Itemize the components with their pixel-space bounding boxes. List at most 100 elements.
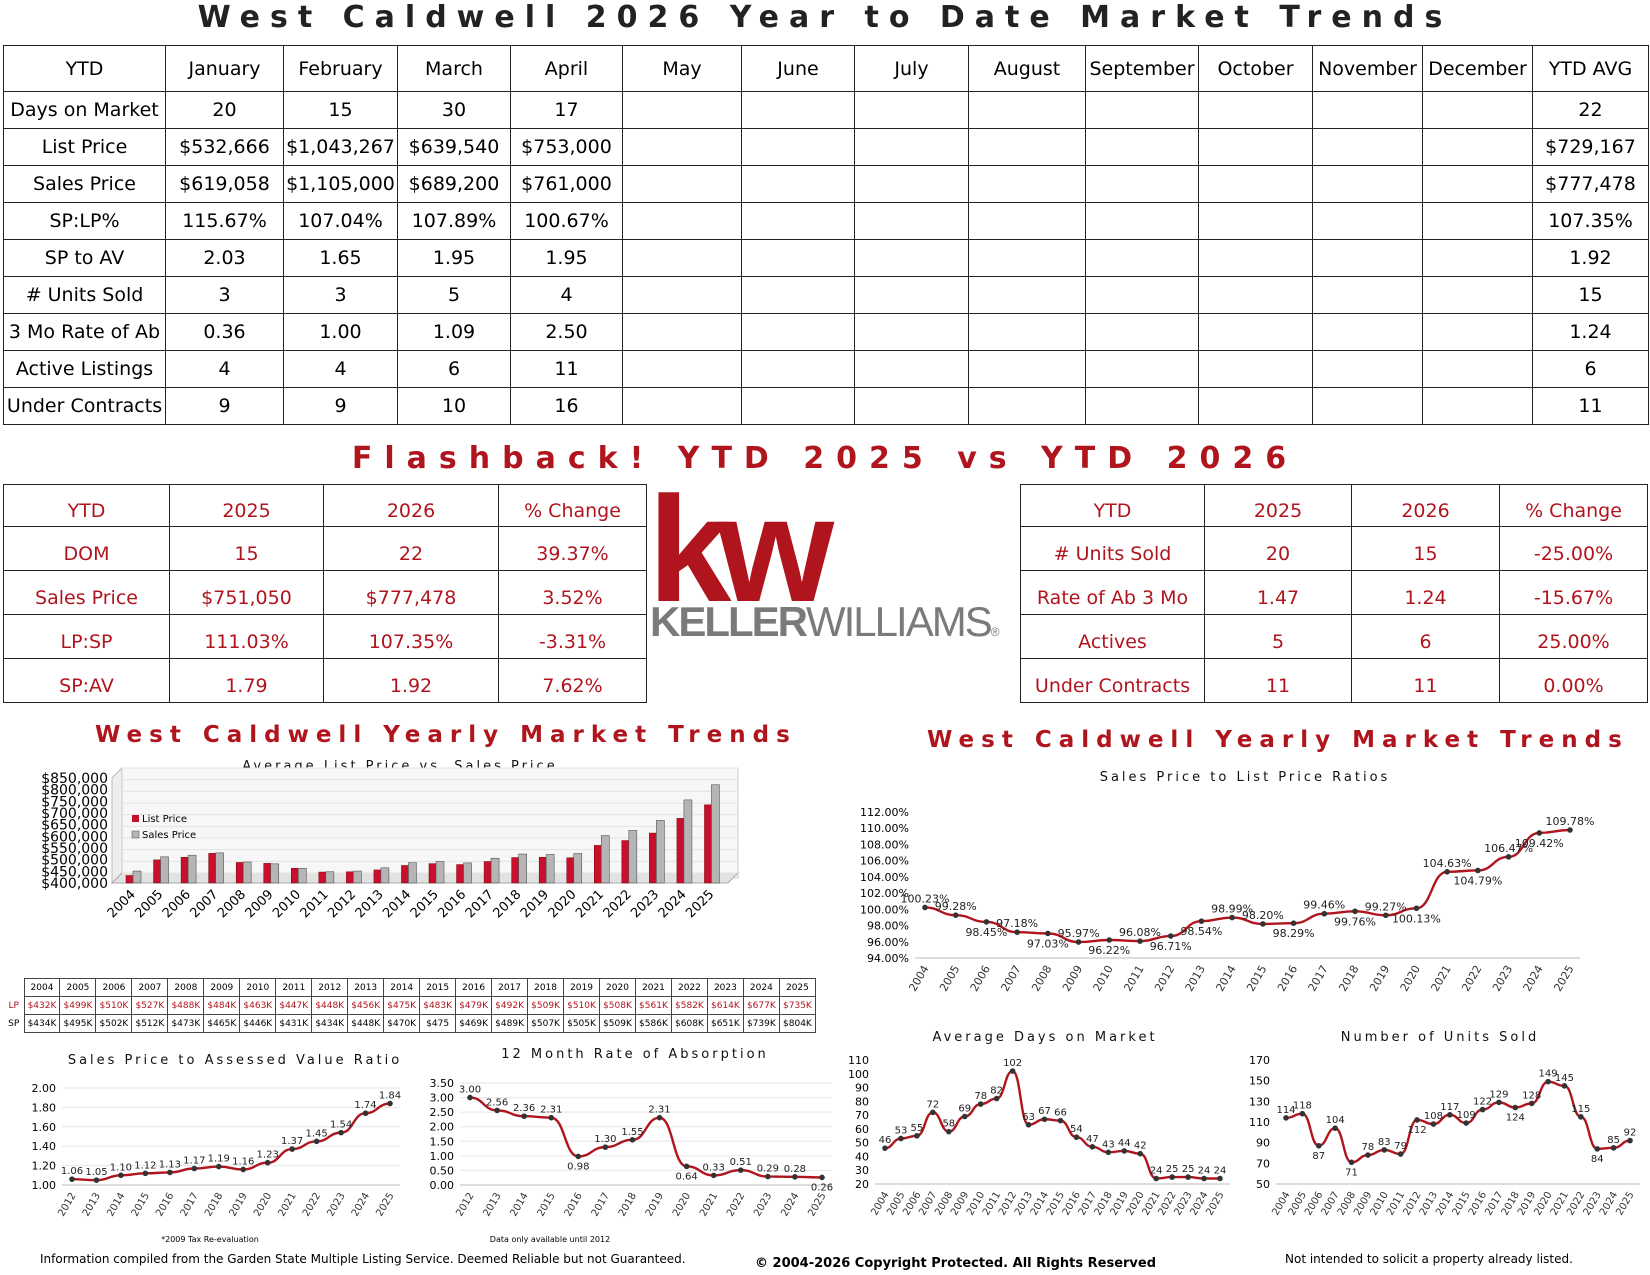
x-tick-label: 2019 [518,887,552,921]
table-cell: 1.95 [510,239,623,277]
data-label: 1.45 [305,1128,327,1139]
table-cell [741,165,855,203]
data-point [1315,1142,1322,1149]
data-point [494,1107,500,1114]
table-cell [854,276,969,314]
sp-cell: $470K [383,1014,421,1033]
lp-cell: $561K [634,996,672,1015]
data-label: 122 [1473,1097,1492,1108]
table-cell: 30 [397,91,511,129]
table-cell: 100.67% [510,202,623,240]
data-label: 0.33 [703,1162,725,1173]
legend-label-list: List Price [142,814,187,825]
data-point [1352,908,1358,915]
table-cell [741,202,855,240]
y-tick-label: $400,000 [41,876,108,892]
table-cell [1085,128,1199,166]
data-point [946,1128,952,1135]
table-row: # Units Sold 3 3 5 4 15 [3,276,1649,314]
data-point [1545,1078,1551,1085]
data-point [1594,1146,1601,1152]
table-cell [1312,387,1423,425]
data-point [1137,1150,1144,1157]
y-tick-label: 2.00 [430,1121,455,1134]
table-cell [1198,202,1313,240]
table-cell: 3.52% [498,570,647,615]
table-row: Under Contracts 9 9 10 16 11 [3,387,1649,425]
table-cell: 6 [1532,350,1649,388]
table-cell [1085,276,1199,314]
data-label: 98.29% [1273,927,1315,940]
row-label: SP:LP% [3,202,166,240]
bar-sales-price [187,854,197,884]
table-cell: $777,478 [323,570,499,615]
x-tick-label: 2025 [806,1191,828,1219]
x-tick-label: 2017 [463,887,497,921]
x-tick-label: 2011 [298,887,332,921]
table-cell [1085,165,1199,203]
data-point [1121,1148,1128,1154]
table-cell: 1.79 [169,658,324,703]
x-tick-label: 2005 [132,887,166,921]
data-label: 104.79% [1453,874,1502,887]
bar-list-price [208,853,216,884]
table-cell [1085,91,1199,129]
data-label: 1.19 [208,1154,230,1165]
y-tick-label: 2.00 [32,1082,57,1095]
days-on-market-chart: Average Days on Market203040506070809010… [848,1030,1230,1218]
data-point [1444,868,1450,875]
x-tick-label: 2013 [81,1191,103,1219]
footer-right: Not intended to solicit a property alrea… [1285,1252,1573,1266]
header-cell: January [165,45,284,92]
x-tick-label: 2020 [546,887,580,921]
data-point [215,1163,222,1170]
bar-sales-price [132,870,142,884]
table-cell [1085,387,1199,425]
x-tick-label: 2022 [601,887,635,921]
data-point [1430,1121,1437,1127]
data-label: 1.84 [379,1091,401,1102]
table-cell [968,313,1086,351]
data-label: 95.97% [1058,927,1100,940]
table-cell [1085,350,1199,388]
section-right-title: West Caldwell Yearly Market Trends [927,727,1629,753]
y-tick-label: 94.00% [867,952,909,965]
x-tick-label: 2017 [590,1191,612,1219]
table-cell [1312,276,1423,314]
data-point [1512,1104,1519,1111]
legend-swatch-list [132,815,139,822]
table-cell: 11 [510,350,623,388]
table-cell [968,350,1086,388]
sp-cell: $473K [167,1014,205,1033]
year-cell: 2004 [23,978,61,997]
table-cell: $1,105,000 [283,165,398,203]
x-tick-label: 2015 [408,887,442,921]
lp-cell: $509K [527,996,565,1015]
lp-cell: $614K [706,996,744,1015]
bar-list-price [676,818,685,884]
bar-sales-price [353,870,362,884]
data-point [521,1113,527,1120]
chart-title: Sales Price to List Price Ratios [1100,770,1391,785]
y-tick-label: 150 [1249,1075,1270,1088]
list-vs-sales-bar-chart: Average List Price vs. Sales Price$400,0… [41,759,740,921]
data-point [1610,1145,1617,1151]
section-left-title: West Caldwell Yearly Market Trends [95,722,797,748]
data-label: 112 [1408,1125,1427,1136]
data-point [1414,1117,1420,1123]
data-label: 99.28% [935,900,977,913]
year-cell: 2020 [599,978,636,997]
data-point [1075,939,1082,945]
table-cell: 107.89% [397,202,511,240]
table-cell: 22 [323,526,499,571]
year-cell: 2013 [347,978,385,997]
bar-sales-price [160,856,169,884]
bar-list-price [125,875,134,884]
row-label: # Units Sold [1020,526,1205,571]
data-point [575,1153,582,1160]
data-label: 1.12 [134,1160,156,1171]
table-cell: 11 [1532,387,1649,425]
chart-note: Data only available until 2012 [490,1235,610,1244]
y-tick-label: 102.00% [860,887,909,900]
data-label: 1.55 [621,1127,643,1138]
